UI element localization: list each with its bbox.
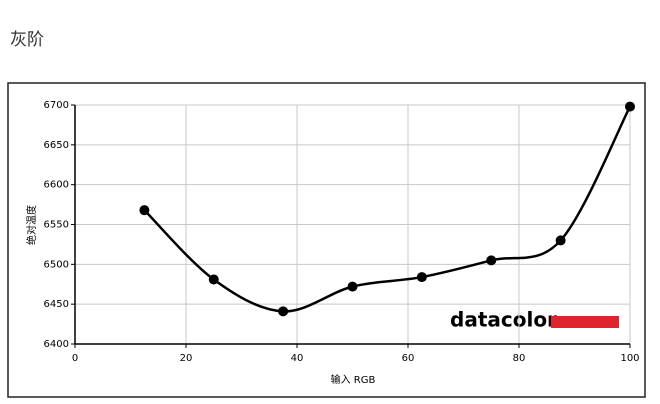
y-tick-label: 6550: [44, 220, 69, 231]
point: [278, 306, 289, 317]
chart-frame: [7, 82, 646, 398]
watermark: datacolor: [450, 308, 557, 332]
x-tick-label: 0: [72, 353, 78, 364]
x-tick-label: 60: [402, 353, 415, 364]
x-tick-label: 20: [180, 353, 193, 364]
point: [139, 205, 150, 216]
x-tick-label: 40: [291, 353, 304, 364]
y-axis-label: 绝对温度: [25, 205, 38, 245]
page-title: 灰阶: [10, 30, 44, 50]
point: [625, 101, 635, 112]
watermark-bar: [551, 316, 619, 328]
point: [416, 272, 427, 283]
point: [208, 274, 219, 285]
point: [347, 281, 358, 292]
y-tick-label: 6450: [44, 299, 69, 310]
point: [555, 235, 566, 246]
point: [486, 255, 497, 266]
y-tick-label: 6600: [44, 180, 69, 191]
x-axis-label: 输入 RGB: [331, 373, 376, 386]
y-tick-label: 6400: [44, 339, 69, 350]
y-tick-label: 6700: [44, 100, 69, 111]
y-tick-label: 6500: [44, 259, 69, 270]
y-tick-label: 6650: [44, 140, 69, 151]
x-tick-label: 80: [513, 353, 526, 364]
x-tick-label: 100: [620, 353, 639, 364]
